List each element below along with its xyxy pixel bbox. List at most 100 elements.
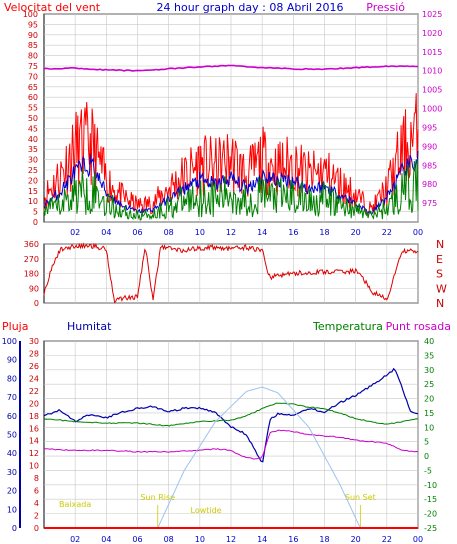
wind-speed-tick-label: 65 <box>28 83 38 92</box>
rain-tick-label: 10 <box>29 462 39 471</box>
wind-speed-tick-label: 30 <box>28 156 38 165</box>
wind-speed-tick-label: 0 <box>33 218 38 227</box>
wind_gust-line <box>43 159 419 221</box>
hour-tick-label: 10 <box>195 535 205 544</box>
pressure-tick-label: 980 <box>422 180 437 189</box>
pressure-tick-label: 995 <box>422 123 437 132</box>
humidity-tick-label: 90 <box>7 356 17 365</box>
humidity-tick-label: 80 <box>7 374 17 383</box>
wind-speed-tick-label: 55 <box>28 104 38 113</box>
hour-tick-label: 22 <box>382 535 392 544</box>
wind-speed-tick-label: 10 <box>28 197 38 206</box>
humidity-axis-label: Humitat <box>67 320 112 333</box>
wind-speed-tick-label: 5 <box>33 208 38 217</box>
hour-tick-label: 04 <box>101 535 111 544</box>
pressure-tick-label: 1010 <box>422 67 442 76</box>
rain-axis-label: Pluja <box>2 320 28 333</box>
rain-tick-label: 14 <box>29 437 39 446</box>
rain-tick-label: 12 <box>29 449 39 458</box>
hour-tick-label: 06 <box>132 228 142 237</box>
compass-label: N <box>436 297 444 310</box>
solar-line <box>157 386 361 529</box>
wind-speed-tick-label: 90 <box>28 31 38 40</box>
wind-pressure-panel: 0510152025303540455055606570758085909510… <box>23 10 443 237</box>
temperature-tick-label: 30 <box>424 366 434 375</box>
temperature-tick-label: 5 <box>424 438 429 447</box>
hour-tick-label: 14 <box>257 535 267 544</box>
pressure-line <box>43 64 419 72</box>
humidity-tick-label: 0 <box>12 524 17 533</box>
wind-speed-tick-label: 75 <box>28 62 38 71</box>
temperature-tick-label: -5 <box>424 466 432 475</box>
direction-tick-label: 90 <box>29 284 39 293</box>
rain-tick-label: 16 <box>29 424 39 433</box>
pressure-tick-label: 1000 <box>422 105 442 114</box>
wind-speed-tick-label: 15 <box>28 187 38 196</box>
hour-tick-label: 06 <box>132 535 142 544</box>
humidity-tick-label: 50 <box>7 431 17 440</box>
temperature-tick-label: -20 <box>424 510 437 519</box>
pressure-tick-label: 1020 <box>422 29 442 38</box>
hour-tick-label: 04 <box>101 228 111 237</box>
compass-label: W <box>436 282 447 295</box>
hour-tick-label: 18 <box>319 535 329 544</box>
hour-tick-label: 02 <box>70 228 80 237</box>
annotation-label: Sun Set <box>345 493 376 502</box>
annotation-label: Baixada <box>59 500 91 509</box>
pressure-tick-label: 990 <box>422 142 437 151</box>
wind-speed-tick-label: 50 <box>28 114 38 123</box>
humidity-tick-label: 70 <box>7 393 17 402</box>
hour-tick-label: 16 <box>288 228 298 237</box>
hour-tick-label: 00 <box>413 535 423 544</box>
rain-tick-label: 2 <box>34 512 39 521</box>
hour-tick-label: 08 <box>164 535 174 544</box>
wind-direction-panel: 0 N 90 W 180 S 270 E 360 N <box>24 238 447 310</box>
pressure-tick-label: 1005 <box>422 86 442 95</box>
temperature-tick-label: 20 <box>424 395 434 404</box>
pressure-tick-label: 985 <box>422 161 437 170</box>
wind_speed-line <box>43 93 419 216</box>
humidity-tick-label: 100 <box>2 337 17 346</box>
hour-tick-label: 14 <box>257 228 267 237</box>
rain-tick-label: 26 <box>29 362 39 371</box>
rain-tick-label: 0 <box>34 524 39 533</box>
rain-tick-label: 22 <box>29 387 39 396</box>
wind-speed-tick-label: 35 <box>28 145 38 154</box>
humidity-tick-label: 30 <box>7 468 17 477</box>
temperature-tick-label: 25 <box>424 380 434 389</box>
humidity-tick-label: 40 <box>7 449 17 458</box>
rain-tick-label: 24 <box>29 374 39 383</box>
humidity-tick-label: 60 <box>7 412 17 421</box>
hour-tick-label: 20 <box>351 228 361 237</box>
wind-speed-tick-label: 45 <box>28 124 38 133</box>
dew-point-axis-label: Punt rosada <box>386 320 451 333</box>
hour-tick-label: 18 <box>319 228 329 237</box>
temperature-line <box>43 402 419 427</box>
humidity-tick-label: 10 <box>7 505 17 514</box>
rain-tick-label: 28 <box>29 349 39 358</box>
wind-speed-tick-label: 80 <box>28 52 38 61</box>
temperature-axis-label: Temperatura <box>312 320 383 333</box>
rain-tick-label: 6 <box>34 487 39 496</box>
wind-speed-tick-label: 85 <box>28 41 38 50</box>
hour-tick-label: 20 <box>351 535 361 544</box>
wind-direction-line <box>43 242 419 304</box>
temperature-tick-label: 15 <box>424 409 434 418</box>
dew_point-line <box>43 429 419 460</box>
annotation-label: Lowtide <box>191 506 222 515</box>
humidity-line <box>43 367 419 463</box>
temperature-tick-label: -10 <box>424 481 437 490</box>
wind-speed-tick-label: 100 <box>23 10 38 19</box>
hour-tick-label: 08 <box>164 228 174 237</box>
pressure-tick-label: 1025 <box>422 10 442 19</box>
wind-speed-tick-label: 95 <box>28 20 38 29</box>
hour-tick-label: 12 <box>226 228 236 237</box>
temperature-tick-label: 40 <box>424 337 434 346</box>
compass-label: N <box>436 238 444 251</box>
annotation-label: Sun Rise <box>140 493 175 502</box>
pressure-tick-label: 1015 <box>422 48 442 57</box>
direction-tick-label: 360 <box>24 240 39 249</box>
direction-tick-label: 270 <box>24 255 39 264</box>
rain-tick-label: 4 <box>34 499 39 508</box>
